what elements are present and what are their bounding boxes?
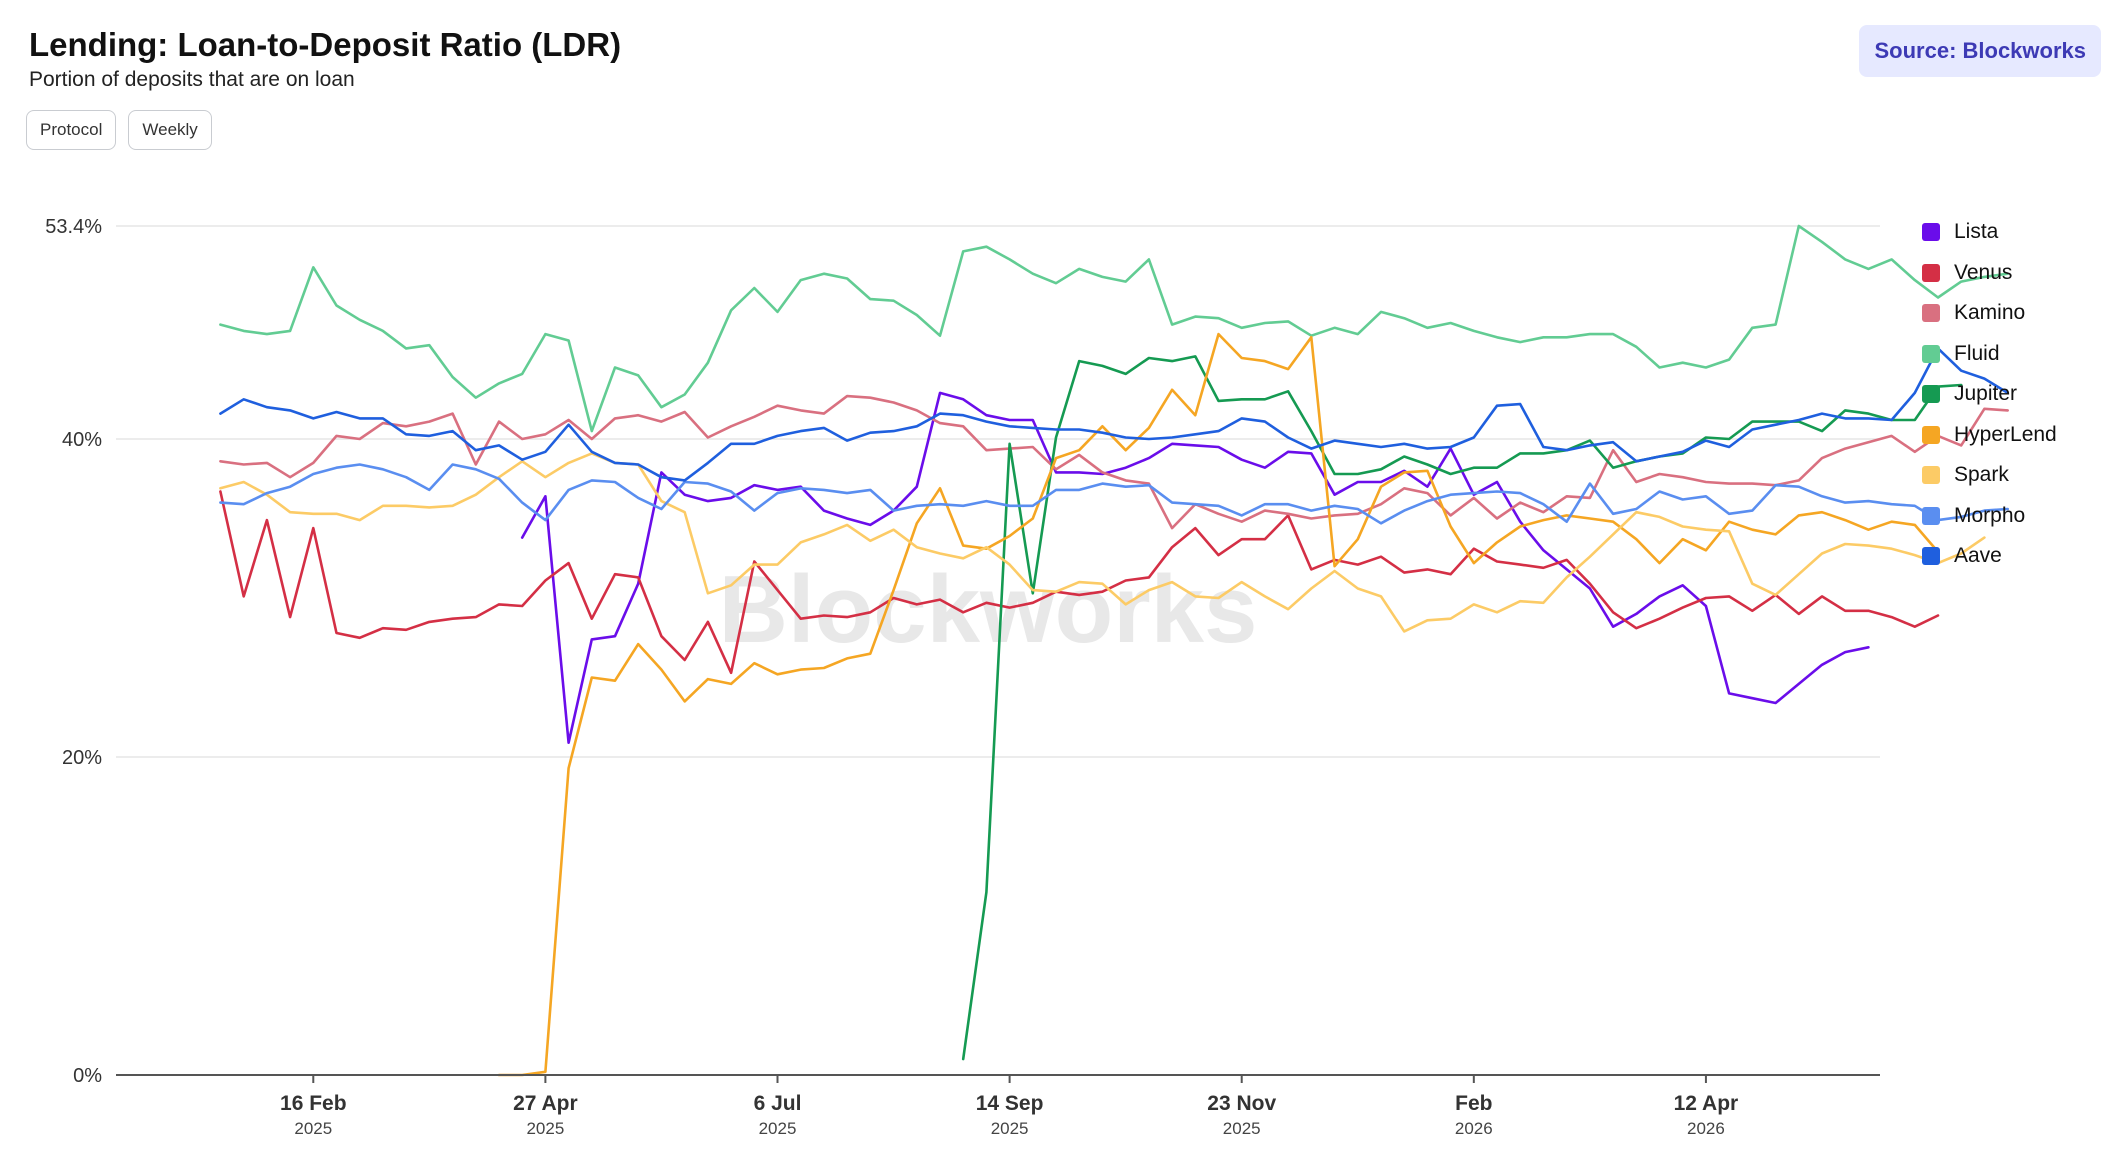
protocol-filter-button[interactable]: Protocol xyxy=(26,110,117,150)
x-tick-label: 27 Apr xyxy=(513,1092,578,1115)
x-tick-label: 14 Sep xyxy=(976,1092,1044,1115)
x-tick-year: 2025 xyxy=(526,1119,564,1138)
y-tick-label: 40% xyxy=(62,429,102,451)
series-line-venus xyxy=(219,490,1940,675)
legend-item-lista[interactable]: Lista xyxy=(1922,212,2057,253)
x-tick-label: Feb xyxy=(1455,1092,1492,1115)
legend-label: Morpho xyxy=(1954,503,2026,527)
x-tick-year: 2025 xyxy=(294,1119,332,1138)
series-line-kamino xyxy=(219,394,2009,530)
chart-subtitle: Portion of deposits that are on loan xyxy=(29,68,355,91)
series-line-jupiter xyxy=(961,355,1963,1061)
series-line-lista xyxy=(520,391,1870,745)
x-tick-label: 12 Apr xyxy=(1674,1092,1739,1115)
legend-swatch xyxy=(1922,466,1940,485)
x-tick-year: 2026 xyxy=(1455,1119,1493,1138)
legend-item-morpho[interactable]: Morpho xyxy=(1922,496,2057,537)
legend-label: Kamino xyxy=(1954,301,2026,325)
legend-swatch xyxy=(1922,425,1940,444)
x-tick-label: 23 Nov xyxy=(1207,1092,1276,1115)
legend-item-jupiter[interactable]: Jupiter xyxy=(1922,374,2057,415)
series-line-aave xyxy=(219,347,2009,482)
chart-title: Lending: Loan-to-Deposit Ratio (LDR) xyxy=(29,26,622,63)
x-tick-year: 2025 xyxy=(1223,1119,1261,1138)
legend-label: Lista xyxy=(1954,220,1999,244)
x-tick-year: 2025 xyxy=(991,1119,1029,1138)
chart-legend: Lista Venus Kamino Fluid Jupiter HyperLend Spa… xyxy=(1922,212,2057,577)
x-tick-year: 2026 xyxy=(1687,1119,1725,1138)
series-line-hyperlend xyxy=(497,332,1940,1077)
legend-label: Fluid xyxy=(1954,341,2000,365)
y-tick-label: 53.4% xyxy=(45,216,102,238)
legend-item-aave[interactable]: Aave xyxy=(1922,536,2057,577)
legend-label: Aave xyxy=(1954,544,2002,568)
watermark: Blockworks xyxy=(719,556,1258,663)
legend-swatch xyxy=(1922,385,1940,404)
series-line-spark xyxy=(219,452,1986,633)
legend-swatch xyxy=(1922,304,1940,323)
legend-label: Spark xyxy=(1954,463,2009,487)
legend-item-fluid[interactable]: Fluid xyxy=(1922,334,2057,375)
legend-swatch xyxy=(1922,263,1940,282)
series-line-fluid xyxy=(219,224,2009,433)
x-tick-year: 2025 xyxy=(759,1119,797,1138)
legend-swatch xyxy=(1922,223,1940,242)
x-tick-label: 6 Jul xyxy=(754,1092,802,1115)
y-tick-label: 0% xyxy=(73,1065,102,1087)
legend-item-venus[interactable]: Venus xyxy=(1922,253,2057,294)
legend-label: HyperLend xyxy=(1954,422,2057,446)
y-tick-label: 20% xyxy=(62,747,102,769)
legend-swatch xyxy=(1922,547,1940,566)
series-line-morpho xyxy=(219,463,2009,525)
interval-filter-button[interactable]: Weekly xyxy=(128,110,212,150)
x-tick-label: 16 Feb xyxy=(280,1092,347,1115)
legend-label: Venus xyxy=(1954,260,2013,284)
legend-item-spark[interactable]: Spark xyxy=(1922,455,2057,496)
filter-bar: Protocol Weekly xyxy=(26,110,212,150)
source-badge[interactable]: Source: Blockworks xyxy=(1859,25,2101,77)
legend-label: Jupiter xyxy=(1954,382,2018,406)
legend-item-hyperlend[interactable]: HyperLend xyxy=(1922,415,2057,456)
legend-item-kamino[interactable]: Kamino xyxy=(1922,293,2057,334)
legend-swatch xyxy=(1922,344,1940,363)
legend-swatch xyxy=(1922,506,1940,525)
